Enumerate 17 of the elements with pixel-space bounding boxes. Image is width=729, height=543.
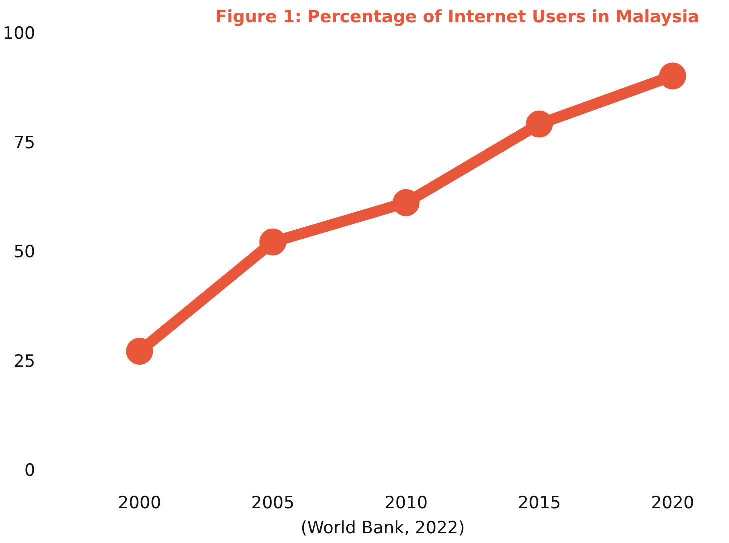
point	[526, 110, 554, 138]
point	[659, 62, 686, 90]
y-tick-label: 0	[24, 461, 36, 481]
point	[260, 228, 287, 256]
y-tick-label: 75	[14, 133, 36, 154]
point	[392, 189, 420, 216]
x-tick-label: 2015	[518, 494, 562, 514]
text: (World Bank, 2022)	[300, 518, 466, 538]
chart-title: Figure 1: Percentage of Internet Users in Malaysia	[216, 8, 700, 28]
x-tick-label: 2005	[251, 494, 295, 514]
point	[126, 338, 154, 365]
y-tick-label: 25	[14, 352, 36, 372]
x-tick-label: 2000	[118, 494, 162, 514]
x-tick-label: 2020	[651, 494, 694, 514]
y-tick-label: 50	[14, 242, 36, 262]
x-tick-label: 2010	[384, 494, 428, 514]
y-tick-label: 100	[3, 24, 36, 44]
